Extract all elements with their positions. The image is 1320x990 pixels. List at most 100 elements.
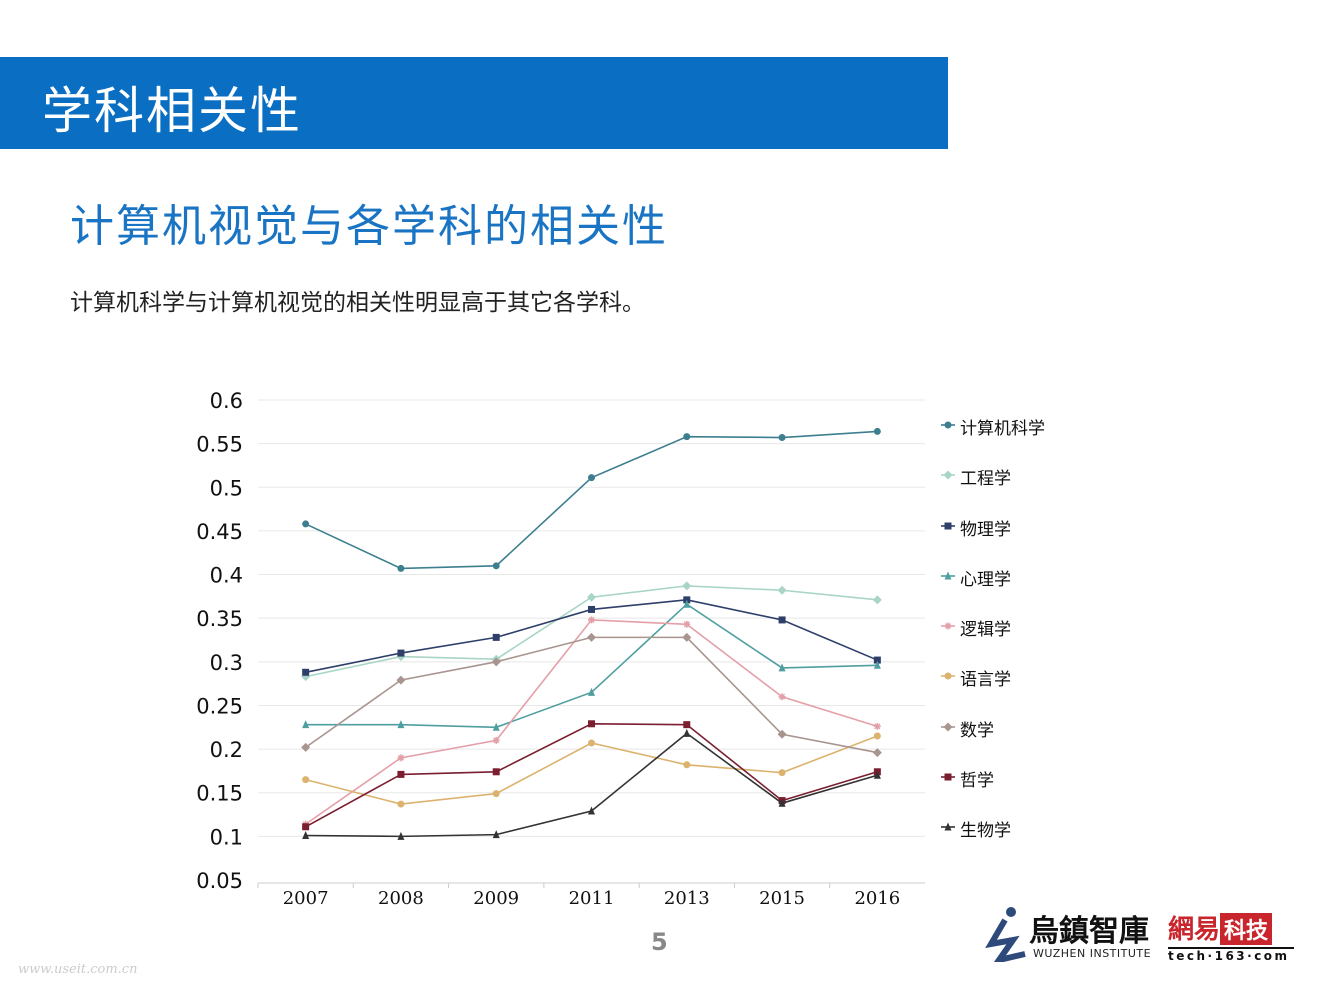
- data-point: [873, 656, 881, 664]
- series-6: [302, 732, 881, 808]
- data-point: [873, 660, 881, 669]
- x-tick-label: 2009: [473, 888, 519, 909]
- data-point: [492, 830, 500, 839]
- slide-description: 计算机科学与计算机视觉的相关性明显高于其它各学科。: [70, 290, 645, 316]
- series-9: [302, 728, 881, 840]
- data-point: [302, 668, 310, 676]
- data-point: [302, 830, 310, 839]
- data-point: [397, 754, 405, 762]
- legend-label: 工程学: [960, 469, 1011, 490]
- data-point: [588, 806, 595, 815]
- series-1: [302, 427, 881, 572]
- data-point: [302, 520, 310, 528]
- legend-item: 物理学: [940, 515, 1045, 565]
- wuzhen-logo-icon: [985, 907, 1026, 965]
- data-point: [873, 732, 881, 740]
- data-point: [777, 729, 787, 739]
- legend-label: 语言学: [960, 670, 1011, 691]
- y-tick-label: 0.05: [196, 869, 243, 893]
- netease-logo-tech: 科技: [1220, 913, 1273, 945]
- data-point: [588, 616, 595, 624]
- data-point: [492, 790, 500, 798]
- data-point: [301, 742, 311, 752]
- y-tick-label: 0.45: [196, 520, 243, 544]
- slide-title: 学科相关性: [42, 82, 302, 140]
- netease-logo-text: 網易: [1168, 915, 1221, 945]
- x-tick-label: 2013: [664, 888, 710, 909]
- legend-item: 计算机科学: [940, 414, 1045, 464]
- data-point: [491, 657, 501, 667]
- legend-marker: [943, 722, 953, 732]
- data-point: [683, 761, 691, 769]
- data-point: [683, 599, 691, 608]
- data-point: [778, 616, 786, 624]
- legend-marker-icon: [941, 622, 955, 630]
- data-point: [683, 721, 691, 729]
- data-point: [588, 605, 595, 613]
- data-point: [872, 748, 882, 758]
- legend-marker-icon: [941, 822, 955, 831]
- data-point: [873, 427, 881, 435]
- x-tick-label: 2011: [569, 888, 615, 909]
- data-point: [396, 675, 406, 685]
- slide-subtitle: 计算机视觉与各学科的相关性: [70, 201, 668, 252]
- x-tick-label: 2015: [759, 888, 805, 909]
- legend-label: 物理学: [960, 519, 1011, 540]
- legend-label: 逻辑学: [960, 620, 1011, 641]
- series-2: [301, 581, 882, 682]
- data-point: [683, 728, 691, 737]
- data-point: [682, 581, 692, 591]
- data-point: [778, 769, 786, 777]
- y-tick-label: 0.1: [210, 825, 243, 849]
- watermark-url: www.useit.com.cn: [18, 962, 138, 977]
- data-point: [587, 592, 596, 602]
- data-point: [683, 620, 691, 628]
- legend-item: 哲学: [940, 766, 1045, 816]
- legend-marker: [944, 822, 952, 831]
- y-tick-label: 0.35: [196, 607, 243, 631]
- data-point: [302, 776, 310, 784]
- x-tick-label: 2007: [283, 888, 329, 909]
- data-point: [588, 720, 595, 728]
- legend-marker: [944, 622, 952, 630]
- legend-item: 语言学: [940, 665, 1045, 715]
- legend-marker-icon: [941, 672, 955, 680]
- legend-label: 生物学: [960, 821, 1011, 842]
- legend-item: 工程学: [940, 464, 1045, 514]
- legend-marker: [944, 773, 952, 781]
- y-tick-label: 0.15: [196, 782, 243, 806]
- data-point: [778, 434, 786, 442]
- data-point: [872, 595, 882, 605]
- header-banner: 学科相关性: [0, 57, 948, 149]
- data-point: [588, 739, 595, 747]
- series-7: [301, 632, 882, 758]
- data-point: [682, 632, 692, 642]
- legend-marker-icon: [941, 421, 955, 429]
- legend-label: 哲学: [960, 771, 994, 792]
- legend-marker: [944, 571, 952, 580]
- y-tick-label: 0.2: [210, 738, 243, 762]
- legend-item: 逻辑学: [940, 615, 1045, 665]
- y-tick-label: 0.6: [210, 389, 243, 413]
- data-point: [492, 768, 500, 776]
- legend-marker: [943, 470, 953, 480]
- legend-marker-icon: [941, 722, 955, 732]
- legend-label: 数学: [960, 720, 994, 741]
- y-tick-label: 0.25: [196, 694, 243, 718]
- x-tick-label: 2008: [378, 888, 424, 909]
- data-point: [397, 649, 405, 657]
- y-tick-label: 0.3: [210, 651, 243, 675]
- legend-label: 计算机科学: [960, 419, 1045, 439]
- series-line: [305, 430, 878, 570]
- legend-item: 生物学: [940, 816, 1045, 866]
- legend-marker-icon: [941, 571, 955, 580]
- y-tick-label: 0.4: [210, 564, 243, 588]
- data-point: [492, 736, 500, 744]
- x-tick-label: 2016: [854, 888, 900, 909]
- data-point: [492, 633, 500, 641]
- data-point: [397, 770, 405, 778]
- netease-tech-logo: 網易 科技 tech·163·com: [1168, 909, 1294, 963]
- legend-marker: [944, 672, 952, 680]
- data-point: [778, 798, 786, 807]
